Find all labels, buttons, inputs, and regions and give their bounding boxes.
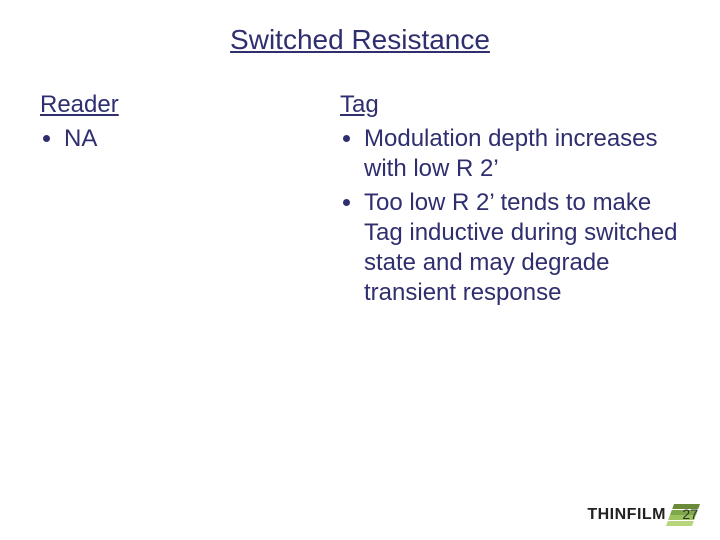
slide: Switched Resistance Reader NA Tag Modula… <box>0 0 720 540</box>
list-item: NA <box>64 124 300 154</box>
slide-title: Switched Resistance <box>0 24 720 56</box>
list-item: Modulation depth increases with low R 2’ <box>364 124 680 184</box>
tag-header: Tag <box>340 90 680 120</box>
logo: THINFILM <box>587 504 696 526</box>
reader-header: Reader <box>40 90 300 120</box>
logo-text: THINFILM <box>587 506 666 524</box>
column-reader: Reader NA <box>40 90 300 158</box>
tag-list: Modulation depth increases with low R 2’… <box>340 124 680 308</box>
page-number: 27 <box>682 506 698 522</box>
column-tag: Tag Modulation depth increases with low … <box>340 90 680 312</box>
list-item: Too low R 2’ tends to make Tag inductive… <box>364 188 680 308</box>
reader-list: NA <box>40 124 300 154</box>
